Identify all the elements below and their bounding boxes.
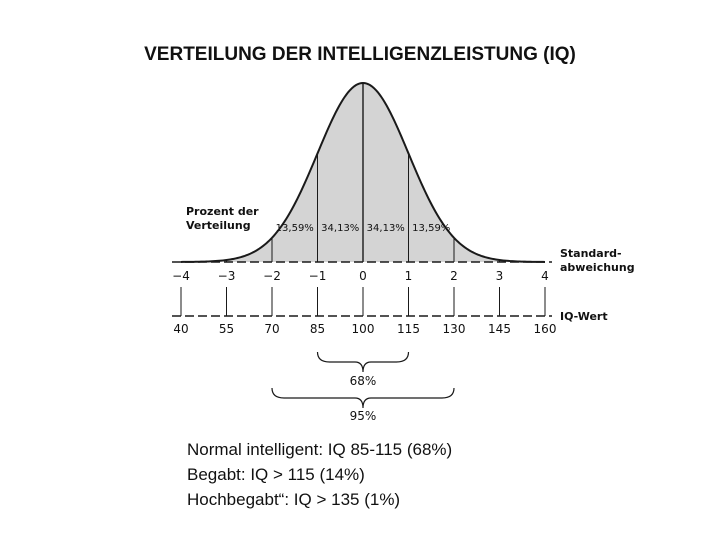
iq-tick-label: 55 [219,322,234,336]
segment-percent-label: 13,59% [412,223,450,234]
iq-tick-label: 70 [264,322,279,336]
segment-percent-label: 13,59% [276,223,314,234]
bracket-95-label: 95% [350,409,377,423]
note-normal-intelligent: Normal intelligent: IQ 85-115 (68%) [187,440,453,459]
sd-tick-label: −3 [218,269,236,283]
sd-dividers [226,83,500,262]
iq-tick-label: 40 [173,322,188,336]
notes-list: Normal intelligent: IQ 85-115 (68%) Bega… [187,437,452,512]
iq-tick-label: 130 [443,322,466,336]
iq-tick-label: 115 [397,322,420,336]
iq-tick-label: 100 [352,322,375,336]
sd-tick-label: 4 [541,269,549,283]
sd-tick-label: 1 [405,269,413,283]
bell-curve-diagram: Prozent der Verteilung 13,59% 34,13% 34,13… [172,81,635,423]
sd-axis-label-line1: Standard- [560,247,622,260]
sd-tick-label: −1 [309,269,327,283]
iq-axis-label: IQ-Wert [560,310,608,323]
iq-distribution-figure: Prozent der Verteilung 13,59% 34,13% 34,13… [160,75,640,430]
percent-label-line1: Prozent der [186,205,259,218]
brace-95-percent [271,387,455,409]
sd-tick-label: 3 [496,269,504,283]
iq-tick-label: 160 [534,322,557,336]
brace-68-percent [316,351,410,373]
sd-iq-connectors [180,287,546,316]
segment-percent-label: 34,13% [367,223,405,234]
sd-tick-label: 2 [450,269,458,283]
bracket-68-label: 68% [350,374,377,388]
iq-tick-label: 85 [310,322,325,336]
iq-tick-labels: 40 55 70 85 100 115 130 145 160 [173,322,556,336]
iq-tick-label: 145 [488,322,511,336]
note-begabt: Begabt: IQ > 115 (14%) [187,465,365,484]
sd-axis-label-line2: abweichung [560,261,635,274]
sd-tick-labels: −4 −3 −2 −1 0 1 2 3 4 [172,269,549,283]
note-hochbegabt: Hochbegabt“: IQ > 135 (1%) [187,490,401,509]
segment-percent-labels: 13,59% 34,13% 34,13% 13,59% [276,223,451,234]
segment-percent-label: 34,13% [321,223,359,234]
percent-label-line2: Verteilung [186,219,251,232]
sd-tick-label: 0 [359,269,367,283]
slide-title: VERTEILUNG DER INTELLIGENZLEISTUNG (IQ) [144,44,576,65]
sd-tick-label: −4 [172,269,190,283]
sd-tick-label: −2 [263,269,281,283]
